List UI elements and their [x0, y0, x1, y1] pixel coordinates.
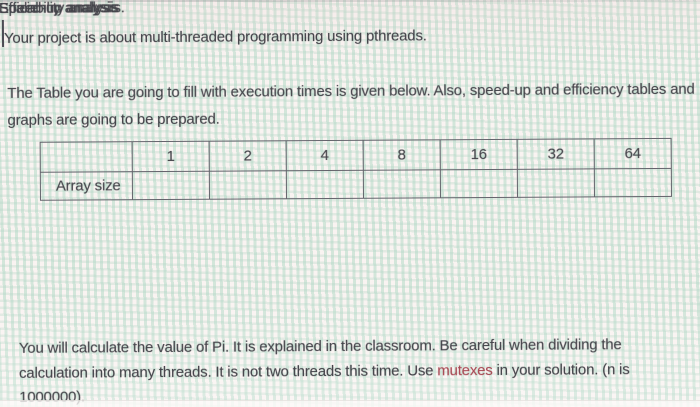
intro-paragraph: Your project is about multi-threaded pro… [3, 27, 427, 47]
table-description-paragraph: The Table you are going to fill with exe… [7, 80, 695, 129]
thread-count-header: 2 [209, 140, 287, 172]
table-header-row: 1 2 4 8 16 32 64 [40, 138, 672, 173]
thread-count-header: 16 [440, 139, 518, 170]
execution-time-cell[interactable] [440, 169, 518, 198]
execution-time-cell[interactable] [286, 170, 364, 199]
thread-count-header: 4 [286, 140, 364, 171]
mutexes-highlight: mutexes [437, 361, 493, 379]
execution-time-cell[interactable] [594, 168, 672, 197]
row-label-cell: Array size [40, 171, 133, 201]
execution-time-cell[interactable] [209, 170, 287, 200]
thread-count-header: 1 [132, 141, 210, 172]
execution-times-table: 1 2 4 8 16 32 64 Array size [40, 138, 672, 201]
execution-time-cell[interactable] [363, 169, 441, 199]
array-size-row: Array size [40, 168, 672, 201]
pi-instructions-paragraph: You will calculate the value of Pi. It i… [19, 333, 667, 407]
thread-count-header: 32 [517, 138, 595, 170]
thread-count-header: 64 [594, 138, 672, 169]
execution-time-cell[interactable] [132, 171, 210, 200]
table-corner-cell [40, 141, 133, 173]
execution-time-cell[interactable] [517, 168, 595, 198]
analysis-item-scalability: Scalability analysis. [0, 0, 125, 18]
thread-count-header: 8 [363, 139, 441, 171]
